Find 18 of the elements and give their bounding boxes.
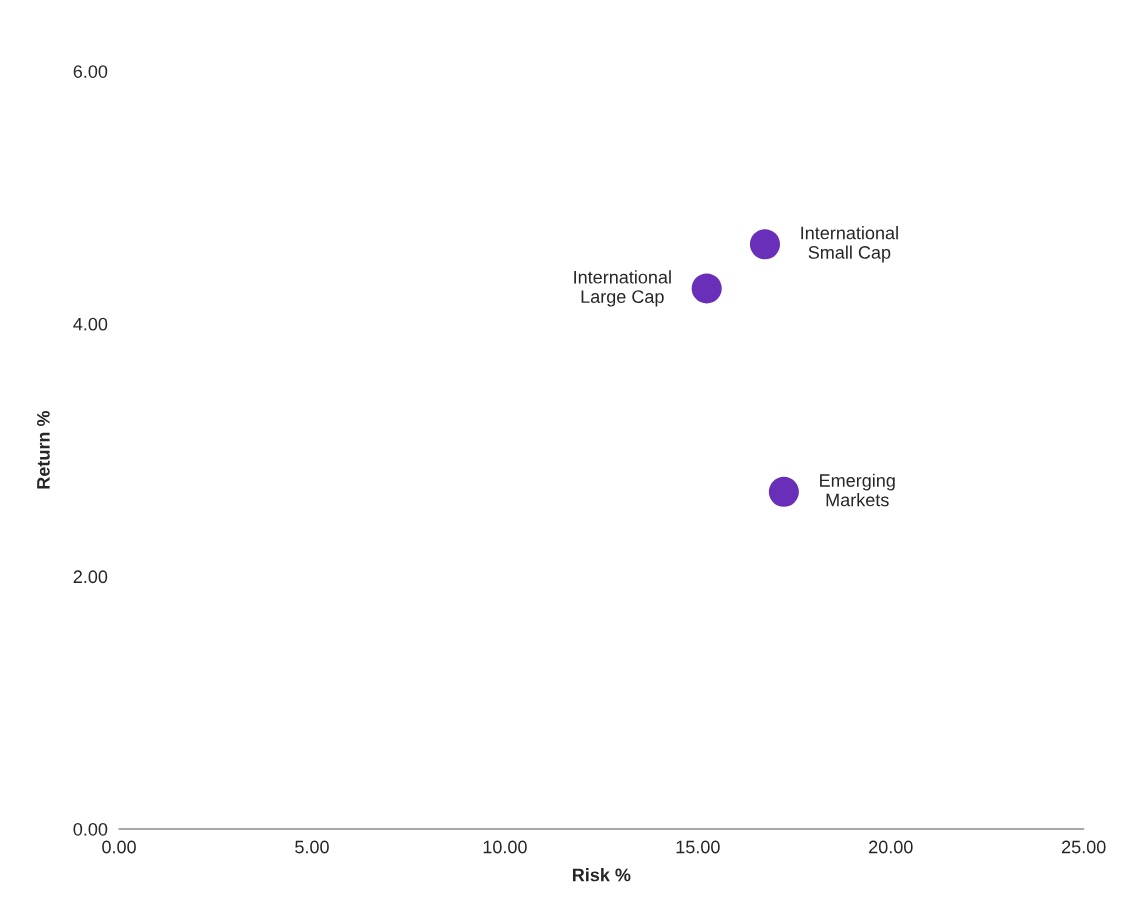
y-tick-label: 6.00: [73, 65, 108, 78]
y-tick-label: 4.00: [73, 317, 108, 331]
x-tick-label: 5.00: [295, 840, 329, 854]
x-tick-label: 25.00: [1062, 840, 1106, 854]
y-tick-label: 0.00: [73, 822, 108, 836]
y-tick-label: 2.00: [73, 570, 108, 584]
annotation: Emerging Markets: [820, 473, 895, 507]
x-tick-label: 0.00: [102, 840, 136, 854]
x-tick-label: 10.00: [483, 840, 527, 854]
point: [749, 229, 781, 260]
point: [691, 273, 722, 304]
x-tick-label: 15.00: [676, 840, 720, 854]
y-axis-title: Return %: [37, 410, 50, 489]
annotation: International Large Cap: [574, 270, 671, 307]
annotation: International Small Cap: [801, 226, 898, 263]
x-tick-label: 20.00: [869, 840, 913, 854]
point: [768, 476, 799, 507]
x-axis-title: Risk %: [572, 868, 631, 882]
